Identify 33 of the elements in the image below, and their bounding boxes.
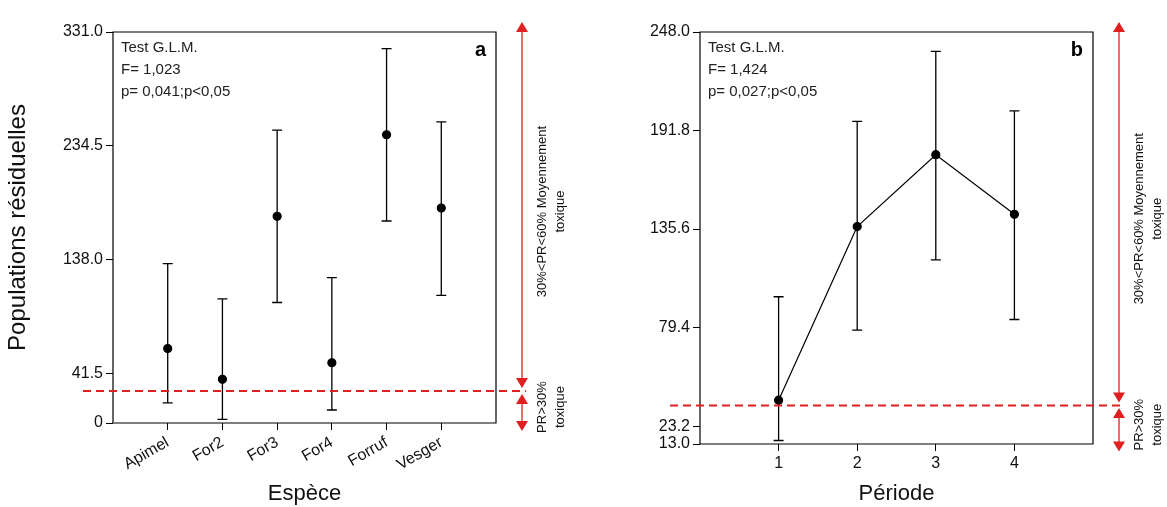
y-axis-title: Populations résiduelles [3, 104, 31, 351]
y-tick-label: 23.2 [658, 416, 691, 434]
y-tick-label: 135.6 [649, 219, 691, 237]
annotation: Test G.L.M. [121, 37, 198, 55]
y-tick-label: 79.4 [658, 317, 691, 335]
text: 30%<PR<60% Moyennement toxique [533, 125, 567, 298]
annotation: p= 0,027;p<0,05 [708, 81, 818, 99]
x-axis-title: Espèce [267, 479, 342, 505]
x-tick-label: For3 [243, 432, 281, 465]
y-tick-label: 41.5 [71, 364, 104, 382]
chart-title: a [474, 37, 487, 60]
x-tick-label: 3 [931, 454, 941, 472]
y-tick-label: 138.0 [62, 250, 104, 268]
annotation: Test G.L.M. [708, 37, 785, 55]
annotation: F= 1,424 [708, 59, 768, 77]
text: 30%<PR<60% Moyennement toxique [1130, 132, 1164, 305]
y-tick-label: 13.0 [658, 434, 691, 452]
text: PR>30% toxique [1130, 398, 1164, 451]
x-tick-label: For2 [189, 432, 227, 465]
x-tick-label: For4 [298, 432, 336, 465]
chart-title: b [1070, 37, 1083, 60]
annotation: F= 1,023 [121, 59, 181, 77]
annotation: p= 0,041;p<0,05 [121, 81, 231, 99]
y-tick-label: 234.5 [62, 136, 104, 154]
x-axis-title: Période [858, 479, 935, 505]
y-tick-label: 331.0 [62, 22, 104, 40]
x-tick-label: 4 [1009, 454, 1019, 472]
x-tick-label: 1 [774, 454, 784, 472]
x-tick-label: 2 [852, 454, 862, 472]
y-tick-label: 0 [94, 413, 104, 431]
y-tick-label: 248.0 [649, 22, 691, 40]
text: PR>30% toxique [533, 380, 567, 433]
y-tick-label: 191.8 [649, 120, 691, 138]
